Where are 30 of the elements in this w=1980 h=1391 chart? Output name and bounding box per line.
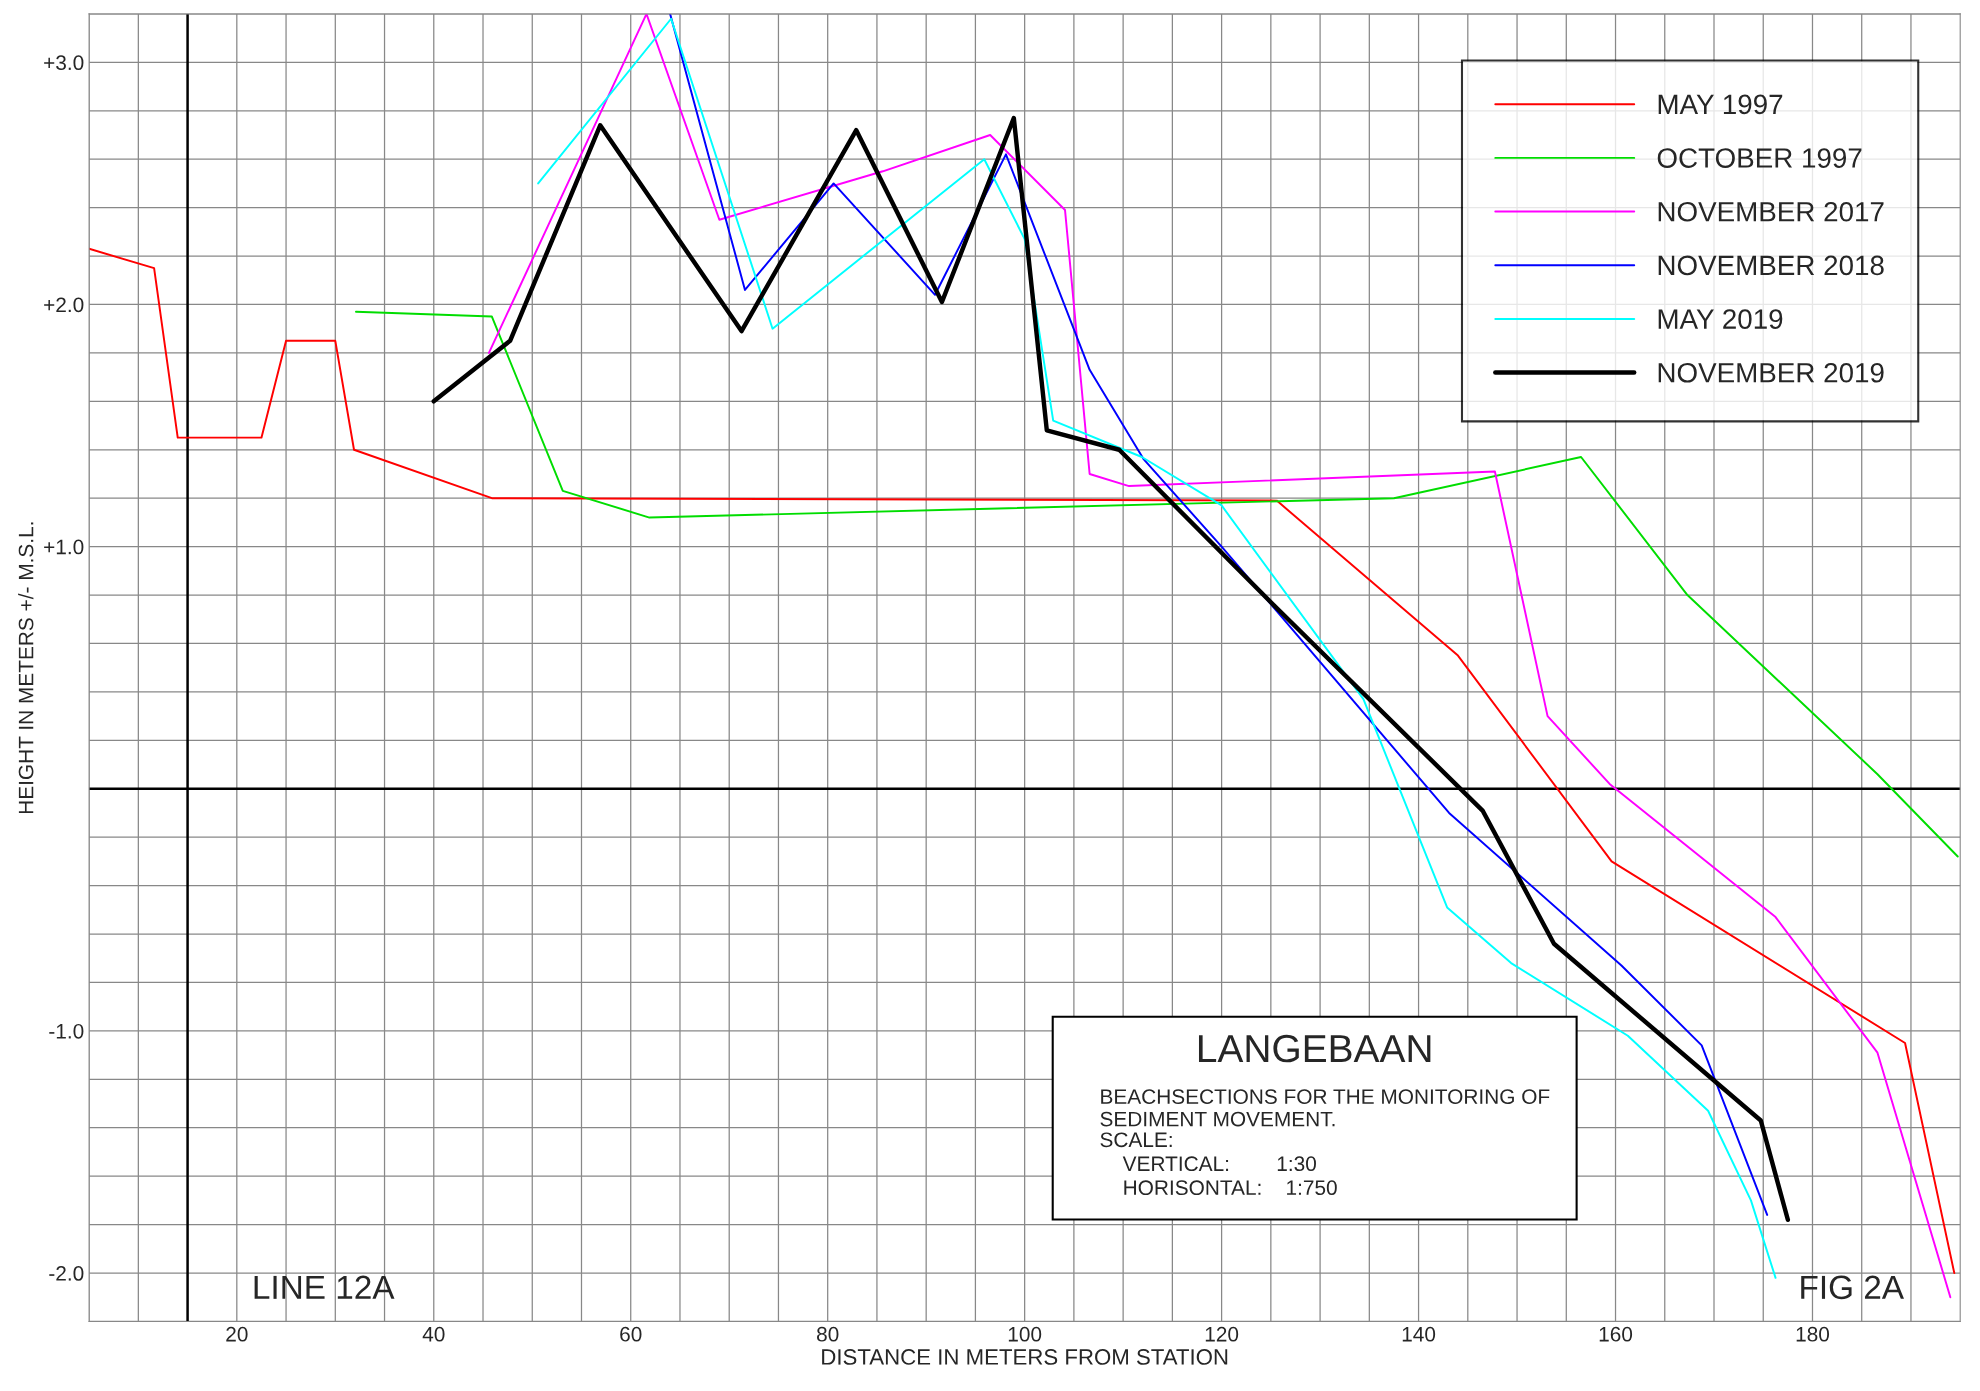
x-tick-label: 120 <box>1205 1326 1239 1342</box>
y-axis-title: HEIGHT IN METERS +/- M.S.L. <box>18 522 34 814</box>
x-tick-label: 140 <box>1402 1326 1436 1342</box>
text: LANGEBAAN <box>1198 1034 1431 1063</box>
x-tick-label: 160 <box>1599 1326 1633 1342</box>
legend-label: NOVEMBER 2019 <box>1658 362 1884 383</box>
y-tick-label: +2.0 <box>44 297 84 313</box>
line-series <box>487 13 1952 1299</box>
x-tick-label: 100 <box>1008 1326 1042 1342</box>
legend-label: NOVEMBER 2018 <box>1658 255 1884 276</box>
legend-label: MAY 1997 <box>1658 94 1783 115</box>
x-tick-label: 60 <box>620 1326 642 1342</box>
text: BEACHSECTIONS FOR THE MONITORING OF SEDIMENT MOVEMENT. <box>1100 1089 1550 1127</box>
line-series <box>355 310 1959 858</box>
x-tick-label: 20 <box>226 1326 248 1342</box>
y-tick-label: +1.0 <box>44 539 84 555</box>
annotation: SCALE: VERTICAL: 1:30 HORISONTAL: 1:750 <box>1100 1132 1337 1196</box>
legend-label: OCTOBER 1997 <box>1657 148 1862 168</box>
x-tick-label: 40 <box>422 1326 445 1342</box>
annotation: LINE 12A <box>254 1275 395 1299</box>
x-tick-label: 80 <box>817 1326 839 1342</box>
y-tick-label: -1.0 <box>49 1023 84 1039</box>
line-series <box>89 247 1956 1274</box>
legend-label: MAY 2019 <box>1658 309 1783 329</box>
legend-label: NOVEMBER 2017 <box>1658 201 1884 222</box>
y-tick-label: +3.0 <box>44 55 84 71</box>
x-axis-title: DISTANCE IN METERS FROM STATION <box>822 1349 1228 1365</box>
y-tick-label: -2.0 <box>49 1266 84 1281</box>
annotation: FIG 2A <box>1801 1275 1905 1300</box>
x-tick-label: 180 <box>1796 1326 1830 1342</box>
